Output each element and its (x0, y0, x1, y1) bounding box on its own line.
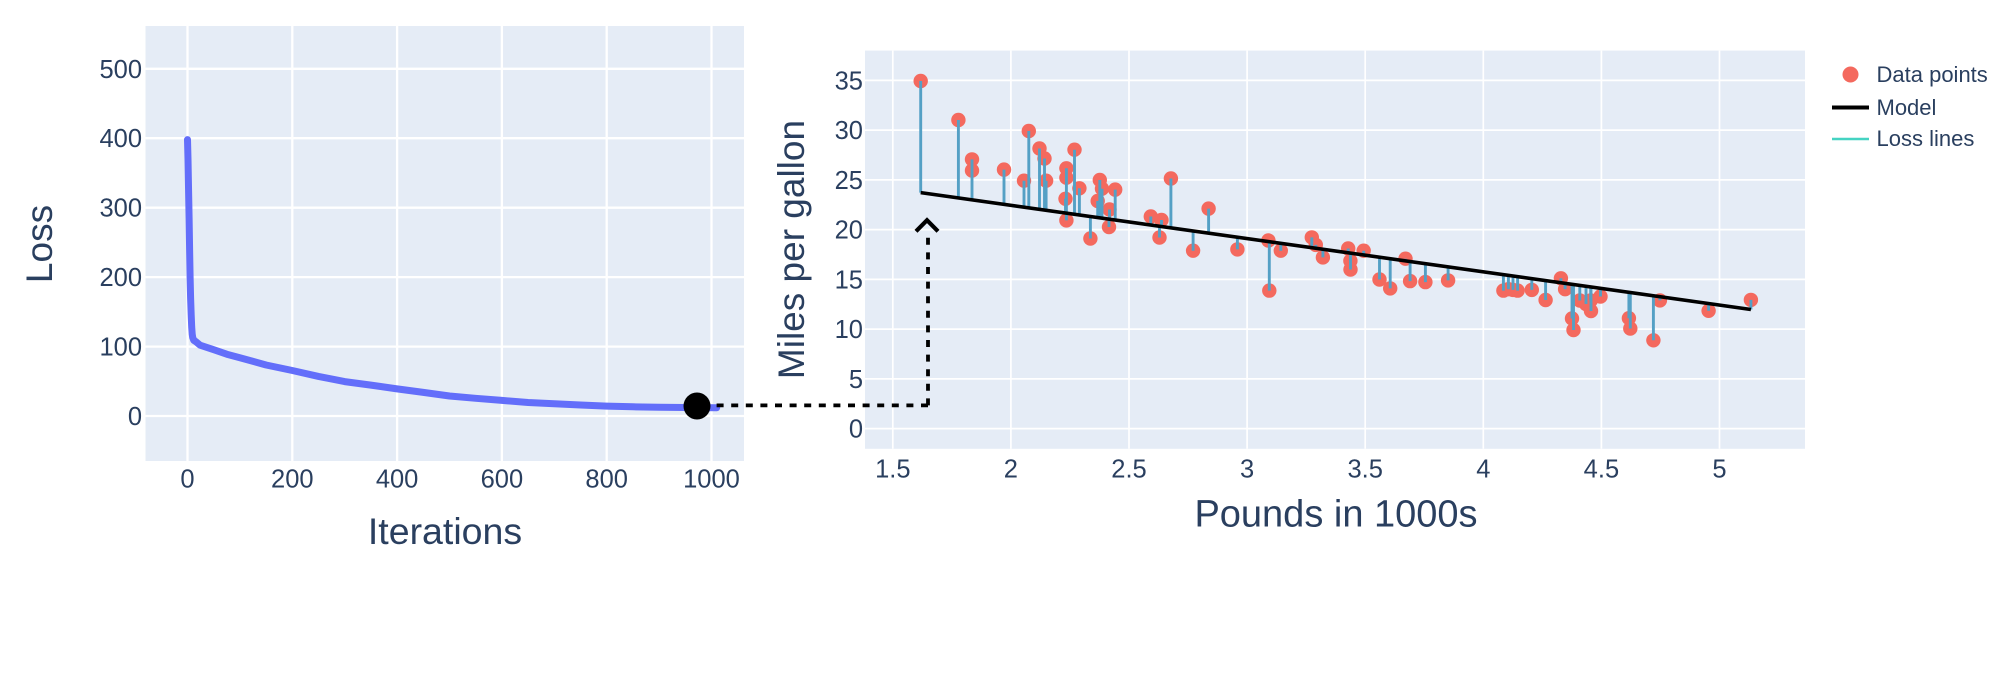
svg-text:500: 500 (99, 56, 142, 84)
svg-text:600: 600 (481, 466, 524, 494)
svg-text:30: 30 (835, 117, 863, 145)
svg-text:2: 2 (1004, 456, 1018, 484)
svg-text:400: 400 (376, 466, 419, 494)
svg-text:4: 4 (1476, 456, 1490, 484)
svg-text:1000: 1000 (683, 466, 740, 494)
svg-text:35: 35 (835, 67, 863, 95)
svg-text:Loss lines: Loss lines (1877, 126, 1975, 151)
svg-text:0: 0 (849, 416, 863, 444)
svg-text:2.5: 2.5 (1111, 456, 1146, 484)
svg-text:200: 200 (271, 466, 314, 494)
svg-text:1.5: 1.5 (875, 456, 910, 484)
svg-text:3.5: 3.5 (1347, 456, 1382, 484)
svg-text:100: 100 (99, 334, 142, 362)
svg-text:25: 25 (835, 167, 863, 195)
svg-text:0: 0 (180, 466, 194, 494)
svg-text:20: 20 (835, 217, 863, 245)
svg-text:15: 15 (835, 266, 863, 294)
svg-text:0: 0 (128, 403, 142, 431)
svg-text:5: 5 (849, 366, 863, 394)
svg-text:Loss: Loss (19, 205, 60, 283)
svg-text:Iterations: Iterations (368, 510, 522, 552)
svg-text:Miles per gallon: Miles per gallon (771, 120, 812, 379)
svg-text:3: 3 (1240, 456, 1254, 484)
svg-text:400: 400 (99, 125, 142, 153)
svg-text:Model: Model (1877, 95, 1937, 120)
svg-text:4.5: 4.5 (1584, 456, 1619, 484)
svg-text:200: 200 (99, 264, 142, 292)
svg-text:Data points: Data points (1877, 62, 1988, 87)
svg-text:800: 800 (585, 466, 628, 494)
svg-text:10: 10 (835, 316, 863, 344)
svg-text:Pounds in 1000s: Pounds in 1000s (1194, 494, 1477, 536)
svg-text:300: 300 (99, 195, 142, 223)
svg-text:5: 5 (1712, 456, 1726, 484)
